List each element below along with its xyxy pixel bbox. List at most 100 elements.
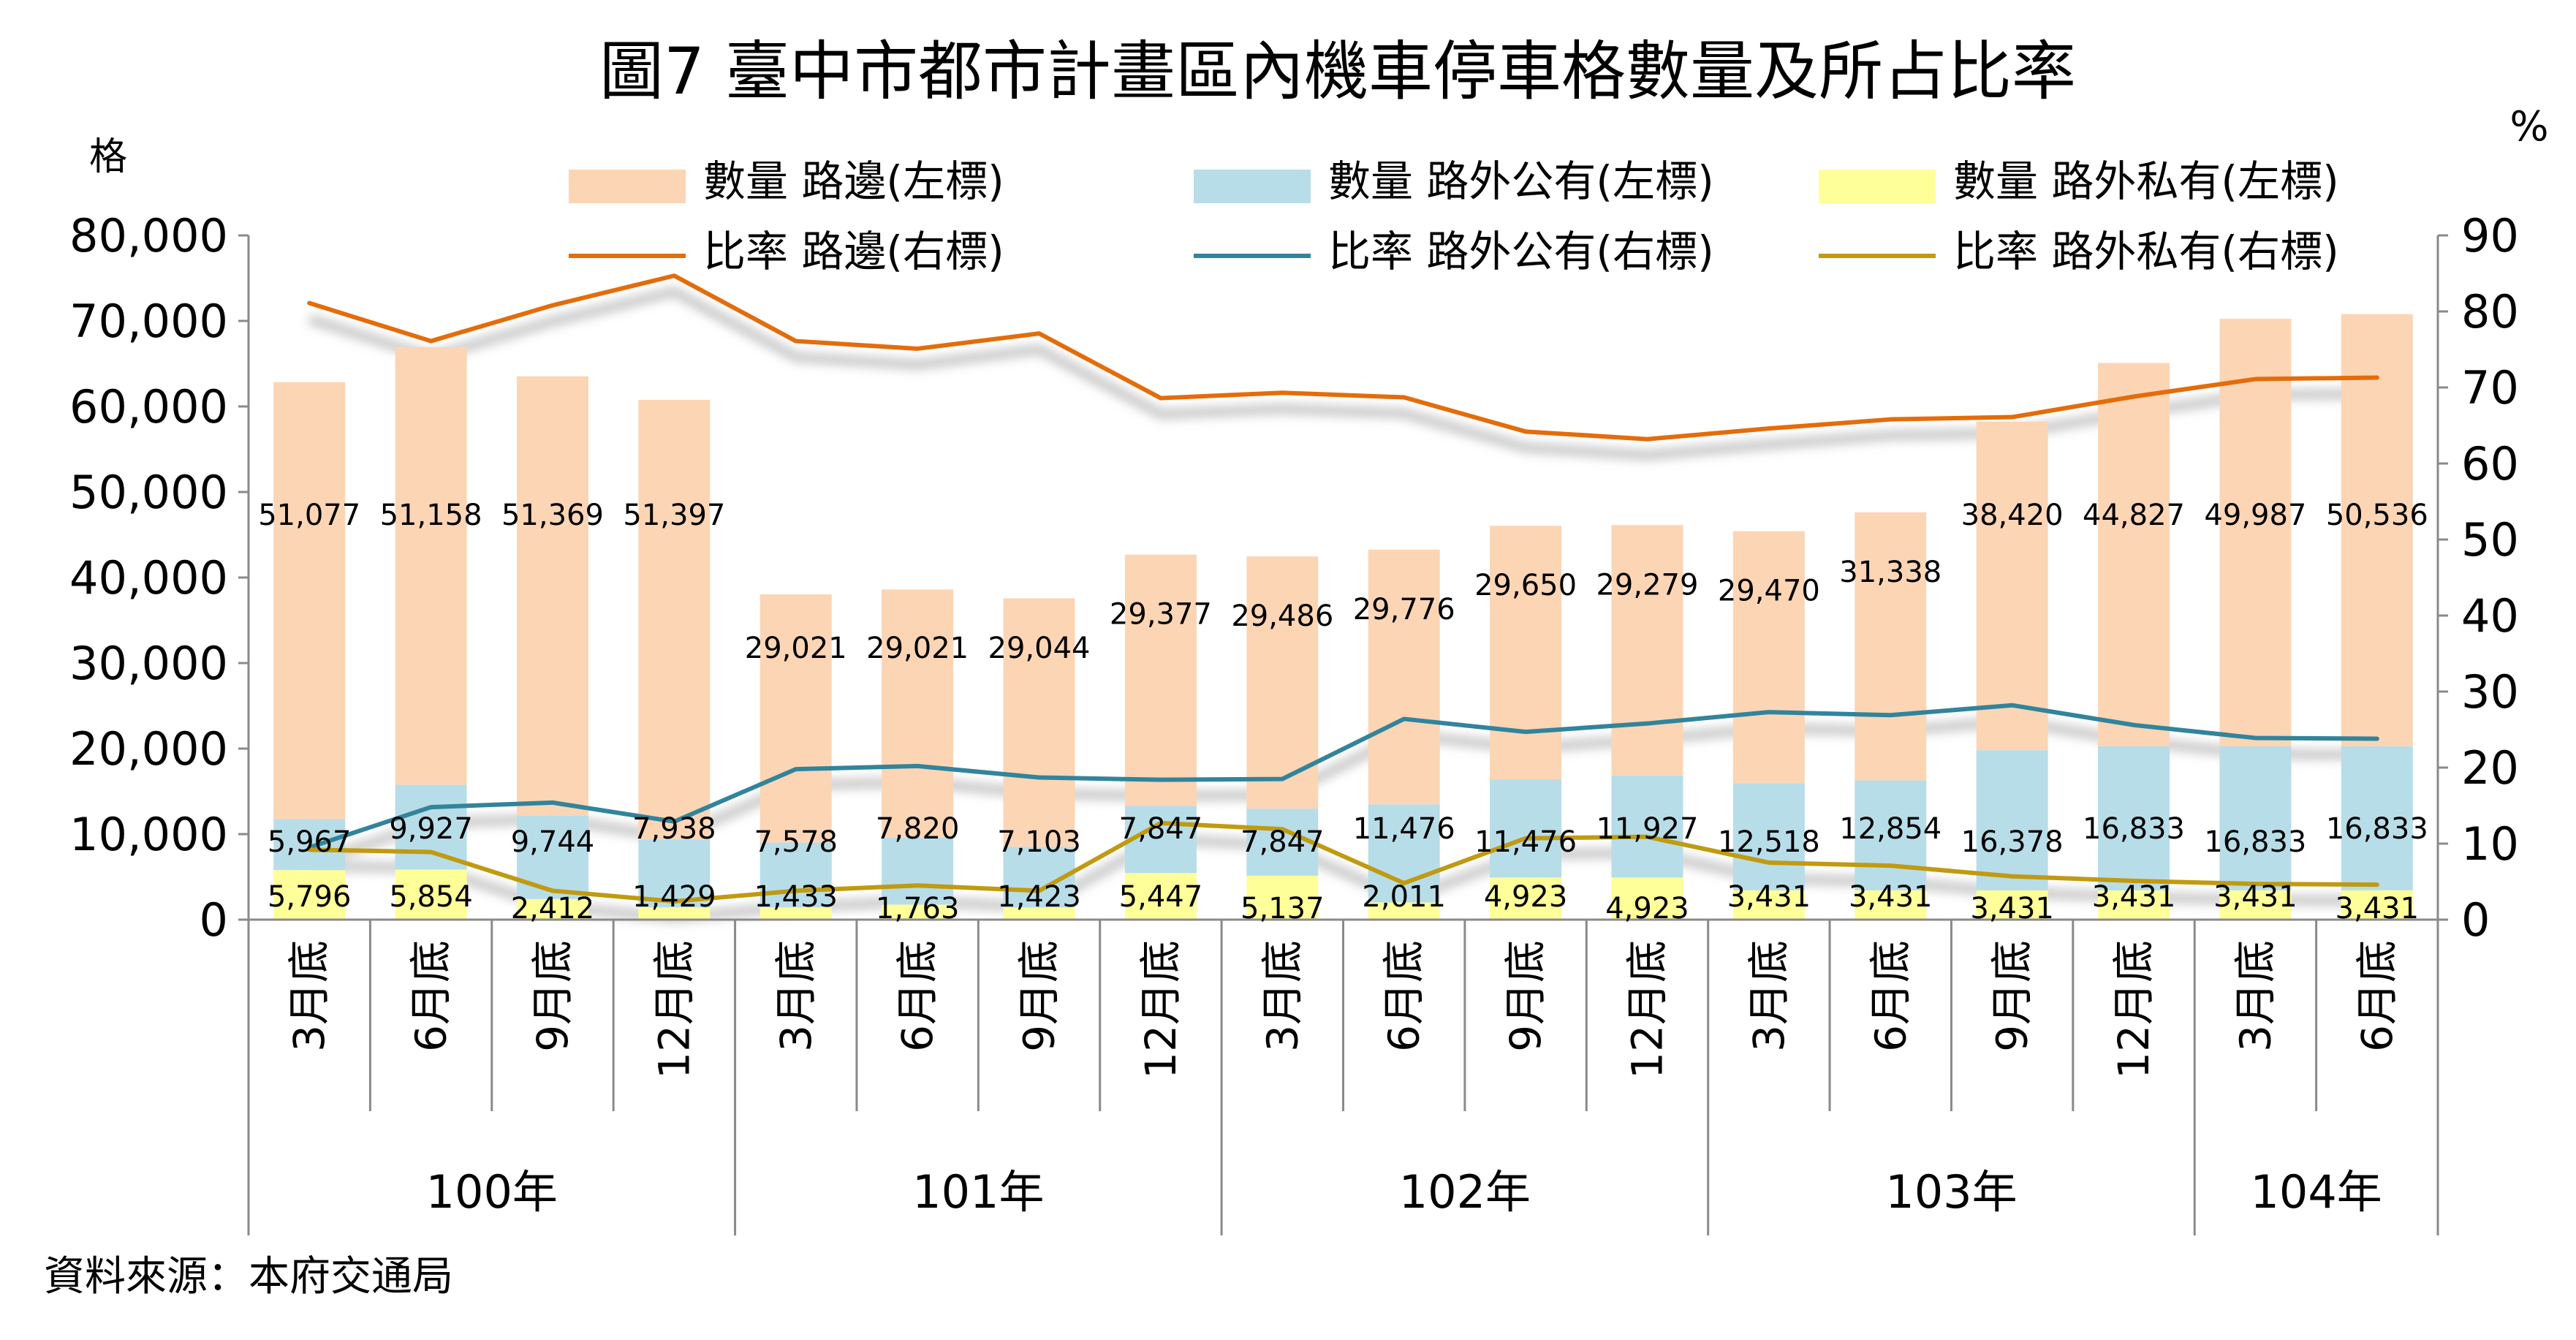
bar-public-4 [759, 842, 832, 908]
label-roadside: 29,650 [1474, 569, 1577, 602]
right-axis-unit: % [2509, 103, 2548, 151]
right-tick-label: 70 [2461, 361, 2519, 415]
label-roadside: 29,279 [1596, 568, 1698, 602]
bar-roadside-6 [1003, 598, 1075, 847]
left-tick-label: 0 [200, 893, 228, 947]
category-label: 3月底 [1744, 940, 1794, 1052]
right-tick-label: 50 [2461, 513, 2519, 567]
category-label: 12月底 [2109, 940, 2159, 1079]
legend-label: 比率 路外公有(右標) [1328, 227, 1714, 276]
label-private: 1,433 [754, 880, 838, 914]
category-label: 6月底 [2352, 940, 2402, 1052]
bar-roadside-11 [1611, 525, 1683, 776]
bar-roadside-5 [882, 589, 954, 838]
bar-private-9 [1368, 902, 1440, 920]
category-label: 12月底 [649, 940, 699, 1079]
bar-roadside-14 [1976, 421, 2048, 751]
label-public: 5,967 [268, 825, 352, 859]
bar-private-3 [638, 907, 711, 920]
label-roadside: 51,369 [501, 499, 604, 532]
label-roadside: 51,077 [258, 499, 360, 532]
legend-swatch-bar-0 [569, 170, 686, 203]
bar-roadside-4 [759, 594, 832, 843]
left-tick-label: 70,000 [69, 295, 228, 348]
bar-public-11 [1611, 775, 1683, 878]
bar-public-7 [1124, 806, 1197, 874]
legend-label: 數量 路邊(左標) [703, 156, 1004, 206]
line-series-1 [307, 703, 2379, 850]
label-private: 2,412 [511, 892, 595, 925]
category-label: 9月底 [1988, 940, 2037, 1052]
bar-roadside-13 [1855, 512, 1927, 781]
category-label: 6月底 [1379, 940, 1429, 1052]
bar-roadside-8 [1246, 556, 1319, 809]
chart-title: 圖7 臺中市都市計畫區內機車停車格數量及所占比率 [599, 34, 2076, 109]
label-public: 9,744 [511, 825, 595, 859]
bar-public-9 [1368, 804, 1440, 903]
category-label: 12月底 [1136, 940, 1186, 1079]
right-tick-label: 30 [2461, 665, 2519, 719]
label-roadside: 29,470 [1718, 575, 1820, 608]
label-private: 1,429 [632, 880, 716, 914]
line-series-0 [307, 273, 2379, 442]
label-public: 9,927 [389, 812, 473, 846]
label-private: 5,796 [268, 880, 352, 914]
category-label: 3月底 [1257, 940, 1307, 1052]
label-private: 5,854 [389, 880, 473, 914]
right-tick-label: 10 [2461, 817, 2519, 871]
label-roadside: 29,021 [745, 632, 847, 665]
data-labels: 51,077 5,967 5,796 51,158 9,927 5,854 51,369 9,… [258, 499, 2428, 925]
line-shadow-0 [308, 287, 2377, 461]
bar-roadside-1 [395, 347, 467, 785]
lines [307, 273, 2379, 904]
bar-private-15 [2098, 890, 2170, 920]
left-axis-unit: 格 [89, 135, 127, 179]
year-group-label: 100年 [426, 1165, 558, 1219]
bar-private-8 [1246, 875, 1319, 920]
bar-private-17 [2341, 890, 2413, 920]
bar-roadside-9 [1368, 549, 1440, 805]
left-tick-label: 80,000 [69, 209, 228, 262]
label-roadside: 38,420 [1961, 499, 2064, 532]
label-private: 1,423 [997, 880, 1081, 914]
right-tick-label: 0 [2461, 893, 2490, 947]
bar-public-0 [273, 819, 346, 871]
bar-public-12 [1732, 783, 1805, 890]
line-shadows [307, 287, 2377, 923]
bar-roadside-2 [516, 376, 588, 816]
label-roadside: 29,021 [866, 632, 969, 665]
legend-swatch-bar-1 [1194, 170, 1311, 203]
legend: 數量 路邊(左標) 數量 路外公有(左標) 數量 路外私有(左標) 比率 路邊(右標)… [569, 156, 2339, 276]
bar-public-5 [882, 837, 954, 905]
legend-swatch-bar-2 [1819, 170, 1936, 203]
bars [273, 314, 2413, 920]
right-tick-label: 80 [2461, 285, 2519, 338]
bar-public-10 [1490, 779, 1562, 878]
line-shadow-1 [307, 716, 2377, 868]
bar-roadside-12 [1732, 531, 1805, 784]
label-public: 7,847 [1119, 812, 1203, 846]
bar-private-11 [1611, 877, 1683, 920]
year-group-label: 103年 [1885, 1165, 2017, 1219]
label-private: 4,923 [1605, 892, 1689, 925]
right-tick-label: 60 [2461, 437, 2519, 491]
bar-private-4 [759, 907, 832, 920]
left-tick-label: 20,000 [69, 722, 228, 776]
label-public: 16,833 [2326, 812, 2428, 846]
left-tick-label: 30,000 [69, 637, 228, 690]
bar-public-16 [2219, 746, 2292, 890]
legend-label: 數量 路外私有(左標) [1953, 156, 2339, 206]
label-roadside: 29,776 [1353, 593, 1455, 627]
bar-private-16 [2219, 890, 2292, 920]
label-roadside: 51,158 [380, 499, 482, 532]
category-label: 12月底 [1622, 940, 1672, 1079]
bar-public-13 [1855, 780, 1927, 890]
label-roadside: 29,044 [988, 632, 1091, 665]
category-label: 9月底 [1501, 940, 1550, 1052]
label-public: 11,476 [1353, 812, 1455, 846]
bar-private-6 [1003, 907, 1075, 920]
category-label: 9月底 [528, 940, 577, 1052]
bar-roadside-17 [2341, 314, 2413, 746]
category-label: 6月底 [893, 940, 942, 1052]
